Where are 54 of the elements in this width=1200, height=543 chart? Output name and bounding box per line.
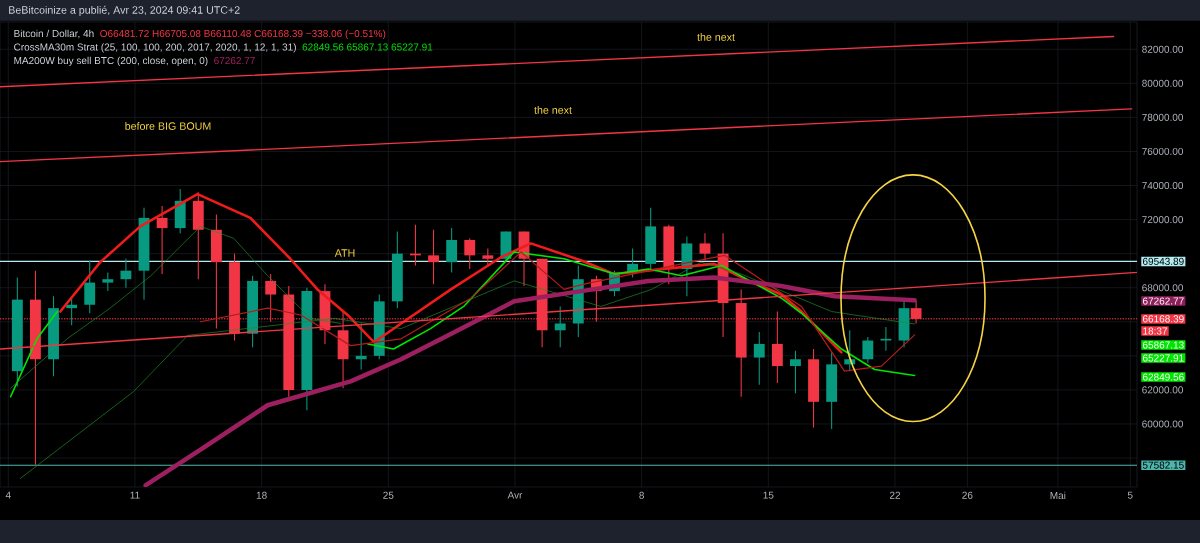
x-tick-label: 5 — [1127, 491, 1133, 499]
y-tick-label: 78000.00 — [1142, 113, 1184, 121]
annotation: 67262.77 — [214, 57, 255, 65]
text: 62849.56 — [1142, 373, 1184, 381]
x-tick-label: 4 — [5, 491, 11, 499]
x-tick-label: Mai — [1050, 491, 1066, 500]
x-tick-label: Avr — [507, 491, 523, 499]
candlestick — [84, 259, 96, 314]
text: 65227.91 — [1142, 354, 1184, 362]
ref-line-label: 57582.15 — [1142, 461, 1184, 469]
candlestick — [464, 237, 476, 270]
annotation: before BIG BOUM — [125, 122, 211, 130]
y-tick-label: 62000.00 — [1142, 386, 1184, 394]
candlestick — [102, 271, 114, 292]
text: 18:37 — [1143, 327, 1167, 335]
candlestick — [790, 350, 801, 394]
candlestick — [446, 227, 458, 273]
x-tick-label: 8 — [639, 491, 644, 499]
candlestick — [753, 331, 765, 386]
line-series — [199, 251, 916, 372]
x-tick-label: 11 — [130, 491, 140, 499]
y-tick-label: 60000.00 — [1142, 420, 1184, 428]
ref-line-label: 69543.89 — [1142, 257, 1184, 265]
x-tick-label: 25 — [383, 491, 394, 499]
y-tick-label: 82000.00 — [1142, 45, 1184, 53]
candlestick — [428, 229, 439, 285]
line-series — [143, 275, 917, 487]
candlestick — [156, 205, 168, 275]
annotation: ATH — [334, 249, 355, 257]
annotation: the next — [697, 33, 735, 41]
candlestick — [554, 305, 566, 348]
candlestick — [862, 336, 874, 364]
y-tick-label: 68000.00 — [1142, 284, 1184, 292]
y-tick-label: 74000.00 — [1142, 181, 1184, 190]
x-tick-label: 18 — [256, 491, 267, 499]
text: 65867.13 — [1142, 341, 1184, 349]
y-tick-label: 72000.00 — [1142, 216, 1184, 224]
x-tick-label: 15 — [763, 491, 774, 499]
chart-title: BeBitcoinize a publié, Avr 23, 2024 09:41 UTC+2 — [9, 5, 240, 16]
annotation: the next — [534, 106, 572, 114]
x-tick-label: 22 — [889, 491, 901, 499]
candlestick — [699, 232, 711, 261]
candlestick — [120, 258, 132, 289]
y-tick-label: 80000.00 — [1142, 79, 1184, 87]
annotation: MA200W buy sell BTC (200, close, open, 0) — [14, 56, 208, 67]
annotation: CrossMA30m Strat (25, 100, 100, 200, 2017, 2020, 1, 12, 1, 31) — [14, 43, 296, 53]
text: 67262.77 — [1142, 297, 1184, 305]
x-tick-label: 26 — [962, 491, 973, 499]
ref-line-label: 66168.39 — [1142, 315, 1184, 323]
y-tick-label: 76000.00 — [1142, 147, 1184, 155]
annotation: 62849.56 65867.13 65227.91 — [302, 43, 433, 51]
candlestick — [880, 326, 892, 352]
annotation: O66481.72 H66705.08 B66110.48 C66168.39 −338.06 (−0.51%) — [100, 29, 386, 40]
text: Bitcoin / Dollar, 4h — [14, 29, 94, 39]
